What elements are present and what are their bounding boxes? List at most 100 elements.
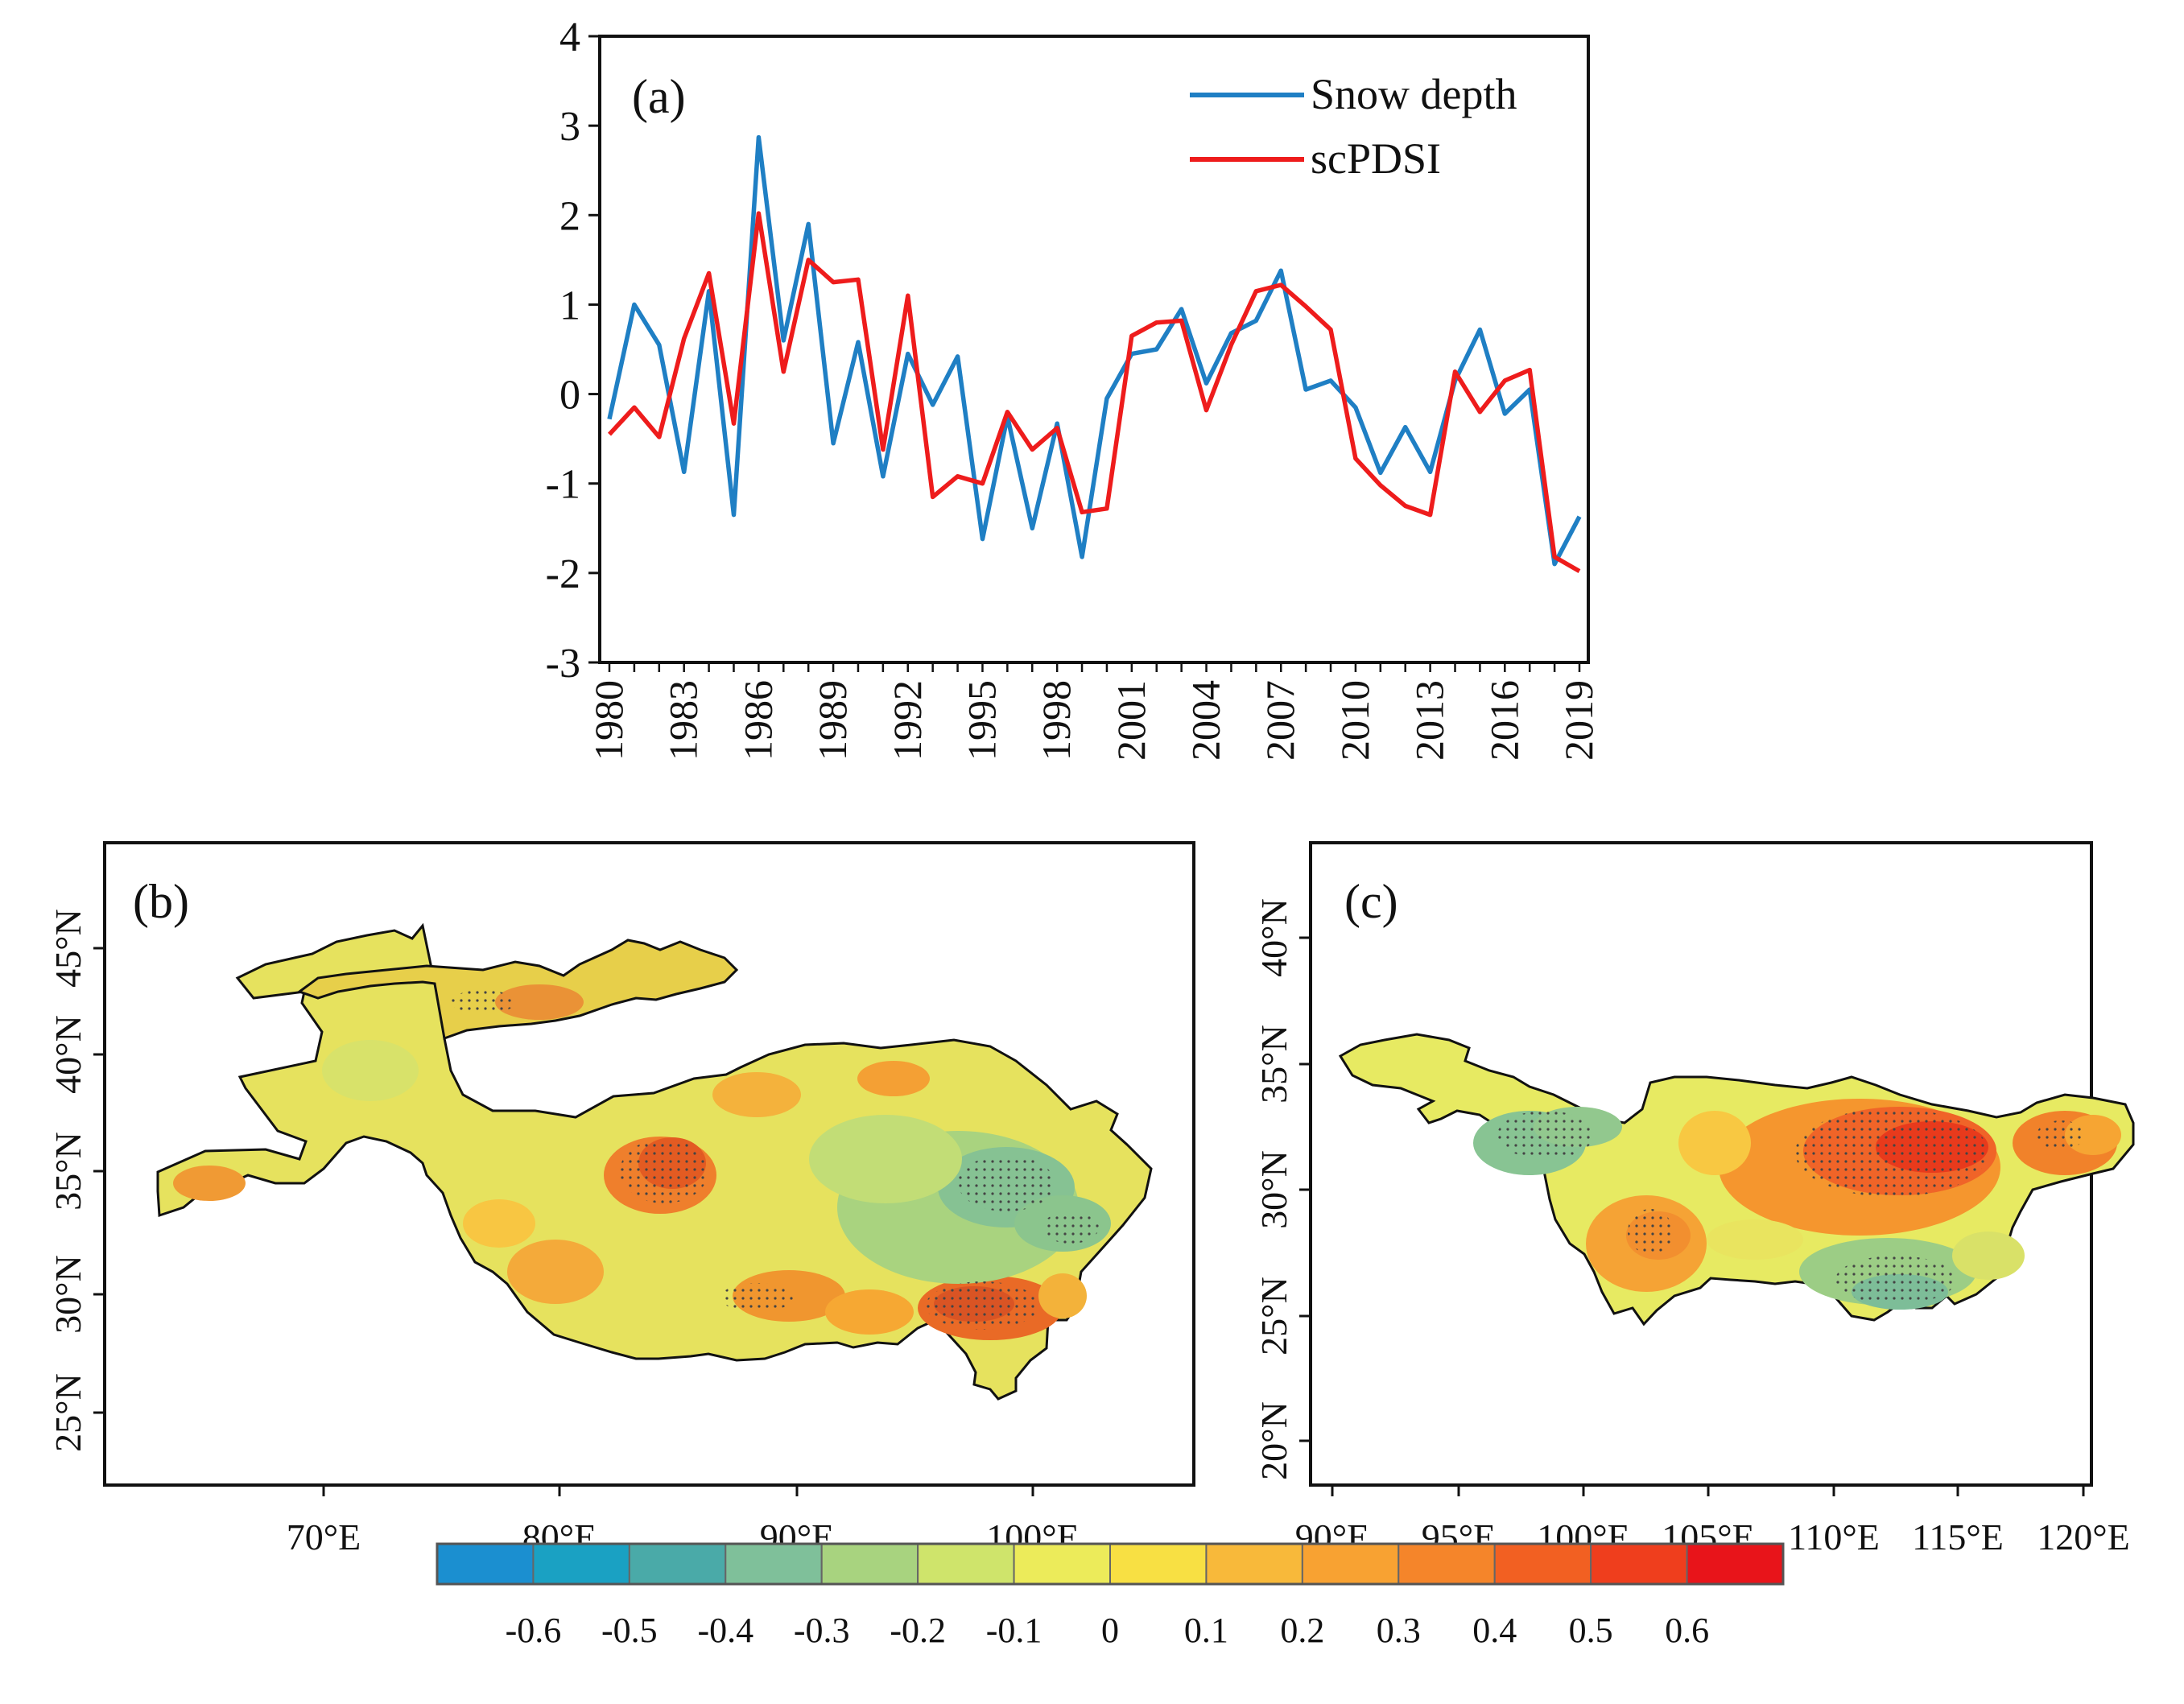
y-tick-label: 2 <box>559 193 580 239</box>
y-tick-label: 35°N <box>47 1132 89 1211</box>
x-tick-label: 2010 <box>1332 680 1377 761</box>
colorbar-label: -0.1 <box>986 1611 1042 1650</box>
colorbar-swatch <box>1301 1543 1400 1585</box>
y-tick-label: 45°N <box>47 909 89 988</box>
patch <box>173 1166 246 1201</box>
colorbar-label: 0.5 <box>1569 1611 1613 1650</box>
colorbar-swatch <box>436 1543 535 1585</box>
x-tick-label: 2007 <box>1257 680 1303 761</box>
patch <box>1952 1232 2025 1280</box>
panel-b-axes: 70°E 80°E 90°E 100°E45°N40°N35°N30°N25°N <box>47 909 1080 1558</box>
x-tick-label: 70°E <box>287 1516 361 1558</box>
colorbar-swatch <box>725 1543 823 1585</box>
colorbar-label: -0.6 <box>506 1611 562 1650</box>
patch <box>495 984 584 1020</box>
stipple <box>1042 1211 1099 1244</box>
colorbar-label: -0.3 <box>794 1611 850 1650</box>
patch <box>712 1072 801 1117</box>
panel-c: (c) 90°E 95°E 100°E 105°E 110°E 115°E 120 <box>1253 841 2135 1558</box>
y-tick-label: 20°N <box>1253 1401 1294 1480</box>
series-lines <box>607 134 1582 573</box>
stipple <box>620 1139 708 1203</box>
patch <box>2065 1115 2121 1155</box>
colorbar-swatch <box>1493 1543 1592 1585</box>
panel-c-axes: 90°E 95°E 100°E 105°E 110°E 115°E 120°E40°N35°… <box>1253 898 2130 1558</box>
y-tick-label: 40°N <box>1253 898 1294 977</box>
patch <box>1678 1111 1751 1175</box>
series-line-snow-depth <box>607 134 1582 567</box>
stipple <box>926 1281 1038 1330</box>
colorbar-swatch <box>1686 1543 1785 1585</box>
colorbar-swatch <box>1109 1543 1208 1585</box>
colorbar-swatch <box>532 1543 630 1585</box>
panel-a: 4 3 2 1 0 -1 -2 -3 1980 1983 1986 1989 1992 1995 1998… <box>546 14 1601 761</box>
patch <box>825 1289 914 1335</box>
legend-label-scpdsi: scPDSI <box>1311 134 1441 183</box>
x-tick-label: 1995 <box>959 680 1004 761</box>
x-tick-label: 1998 <box>1034 680 1079 761</box>
panel-a-label: (a) <box>632 70 686 123</box>
x-tick-label: 1983 <box>661 680 706 761</box>
y-tick-label: 25°N <box>47 1373 89 1452</box>
colorbar-label: -0.4 <box>697 1611 753 1650</box>
colorbar-frame <box>436 1542 1785 1586</box>
y-tick-label: 0 <box>559 373 580 419</box>
colorbar-label: 0.4 <box>1472 1611 1517 1650</box>
panel-b: (b) <box>47 841 1195 1558</box>
colorbar-swatch <box>1590 1543 1688 1585</box>
x-tick-label: 1992 <box>885 680 930 761</box>
panel-b-significance-stipple <box>451 990 1099 1330</box>
colorbar-swatch <box>628 1543 727 1585</box>
stipple <box>1497 1111 1594 1159</box>
patch <box>857 1061 930 1096</box>
stipple <box>2037 1120 2085 1149</box>
panel-a-frame <box>598 35 1590 664</box>
x-tick-label: 120°E <box>2037 1516 2130 1558</box>
colorbar-swatch <box>1205 1543 1303 1585</box>
y-tick-label: -3 <box>546 641 580 687</box>
y-tick-label: 4 <box>559 14 580 60</box>
y-axis: 4 3 2 1 0 -1 -2 -3 <box>546 14 600 687</box>
patch <box>809 1115 962 1203</box>
x-tick-label: 2004 <box>1183 680 1228 761</box>
stipple <box>1795 1108 1988 1197</box>
colorbar: -0.6 -0.5 -0.4 -0.3 -0.2 -0.1 0 0.1 0.2 0.3 0.4 0.5… <box>436 1542 1785 1650</box>
x-tick-label: 115°E <box>1912 1516 2004 1558</box>
colorbar-label: -0.2 <box>890 1611 946 1650</box>
x-tick-label: 1980 <box>586 680 631 761</box>
colorbar-label: 0 <box>1101 1611 1119 1650</box>
colorbar-swatch <box>1398 1543 1496 1585</box>
panel-c-significance-stipple <box>1497 1108 2085 1304</box>
y-tick-label: -1 <box>546 462 580 508</box>
colorbar-label: 0.3 <box>1377 1611 1421 1650</box>
x-axis: 1980 1983 1986 1989 1992 1995 1998 2001 2004 2007… <box>586 662 1601 761</box>
colorbar-label: 0.1 <box>1184 1611 1228 1650</box>
colorbar-label: -0.5 <box>601 1611 658 1650</box>
x-tick-label: 1989 <box>810 680 855 761</box>
colorbar-label: 0.6 <box>1665 1611 1709 1650</box>
stipple <box>1628 1209 1673 1254</box>
x-tick-label: 2019 <box>1556 680 1601 761</box>
stipple <box>720 1283 793 1312</box>
stipple <box>451 990 515 1014</box>
patch <box>322 1040 419 1101</box>
y-tick-label: 25°N <box>1253 1277 1294 1355</box>
x-tick-label: 110°E <box>1788 1516 1880 1558</box>
colorbar-swatch <box>917 1543 1015 1585</box>
y-tick-label: 35°N <box>1253 1025 1294 1104</box>
patch <box>1038 1273 1087 1318</box>
colorbar-label: 0.2 <box>1280 1611 1324 1650</box>
y-tick-label: 40°N <box>47 1015 89 1094</box>
y-tick-label: 30°N <box>1253 1150 1294 1229</box>
legend: Snow depth scPDSI <box>1190 70 1517 183</box>
legend-label-snow-depth: Snow depth <box>1311 70 1517 118</box>
panel-b-label: (b) <box>133 875 189 928</box>
y-tick-label: 30°N <box>47 1255 89 1334</box>
x-tick-label: 2001 <box>1109 680 1154 761</box>
patch <box>507 1240 604 1304</box>
y-tick-label: -2 <box>546 551 580 597</box>
stipple <box>1835 1256 1956 1304</box>
x-tick-label: 1986 <box>735 680 780 761</box>
colorbar-swatch <box>820 1543 919 1585</box>
